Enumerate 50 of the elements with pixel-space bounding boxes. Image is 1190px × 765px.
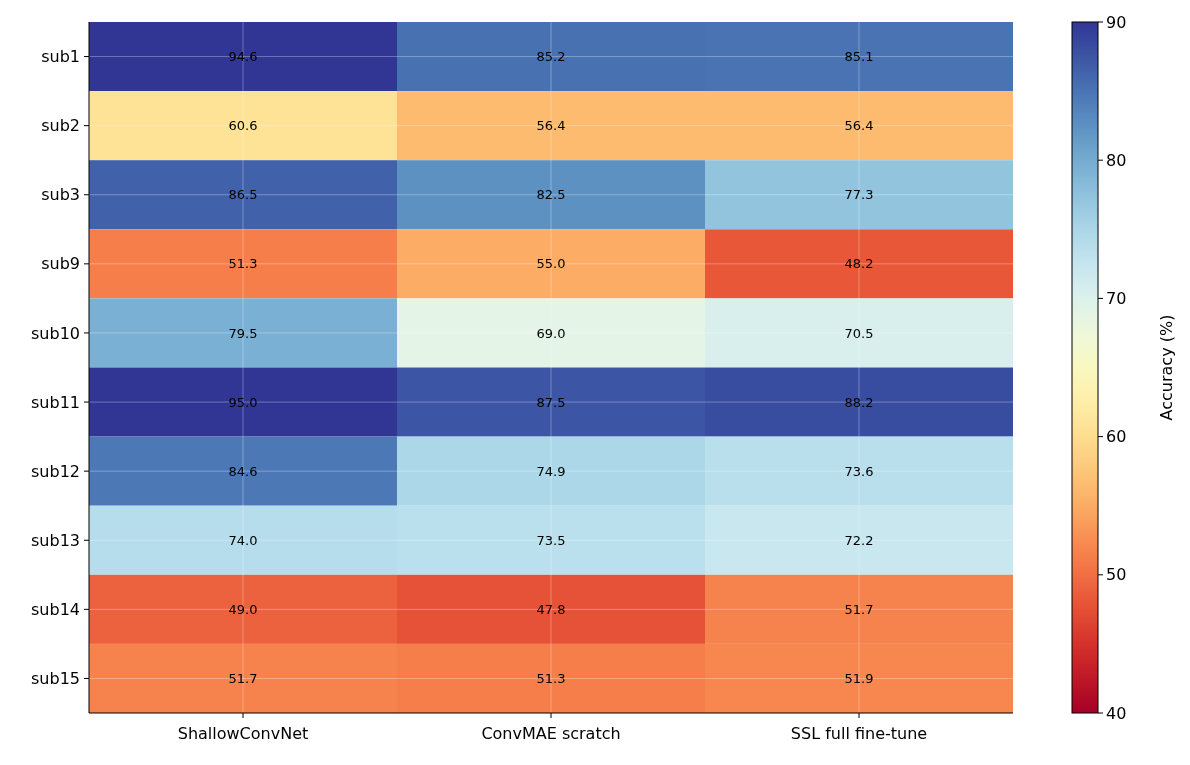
x-tick-label: SSL full fine-tune xyxy=(790,724,928,743)
data-label: 85.1 xyxy=(844,49,874,65)
data-label: 56.4 xyxy=(536,118,566,134)
color-bar-title: Accuracy (%) xyxy=(1157,314,1176,421)
data-label: 72.2 xyxy=(844,532,874,548)
data-label: 51.7 xyxy=(228,671,258,686)
data-label: 70.5 xyxy=(844,325,874,341)
y-tick-label: sub13 xyxy=(31,530,80,550)
y-tick-label: sub2 xyxy=(41,116,80,136)
data-label: 60.6 xyxy=(228,118,258,134)
color-bar-label: 60 xyxy=(1106,427,1127,447)
data-label: 51.3 xyxy=(228,256,258,272)
data-label: 48.2 xyxy=(844,256,874,272)
data-label: 51.9 xyxy=(844,671,874,686)
y-tick-label: sub10 xyxy=(31,323,80,343)
data-label: 88.2 xyxy=(844,394,874,410)
data-label: 87.5 xyxy=(536,394,566,410)
y-tick-label: sub14 xyxy=(31,599,80,619)
y-tick-label: sub11 xyxy=(31,392,80,412)
color-bar-label: 70 xyxy=(1106,289,1127,308)
data-label: 49.0 xyxy=(228,601,258,617)
data-label: 51.7 xyxy=(844,601,874,617)
data-label: 95.0 xyxy=(228,394,258,410)
data-label: 74.0 xyxy=(228,532,258,548)
data-label: 74.9 xyxy=(536,463,566,479)
color-bar-label: 40 xyxy=(1106,703,1127,723)
data-label: 73.6 xyxy=(844,463,874,479)
color-bar-label: 80 xyxy=(1106,150,1127,170)
data-label: 73.5 xyxy=(536,532,566,548)
data-label: 47.8 xyxy=(536,601,566,617)
data-label: 85.2 xyxy=(536,49,566,65)
y-tick-label: sub15 xyxy=(31,669,80,689)
data-label: 79.5 xyxy=(228,325,258,341)
x-tick-label: ConvMAE scratch xyxy=(481,724,621,743)
data-label: 51.3 xyxy=(536,671,566,686)
y-tick-label: sub3 xyxy=(41,185,80,205)
data-label: 86.5 xyxy=(228,187,258,203)
y-tick-label: sub1 xyxy=(41,47,80,67)
data-label: 55.0 xyxy=(536,256,566,272)
data-label: 77.3 xyxy=(844,187,874,203)
data-label: 84.6 xyxy=(228,463,258,479)
y-tick-label: sub9 xyxy=(41,254,80,274)
color-bar-label: 50 xyxy=(1106,565,1127,585)
data-label: 56.4 xyxy=(844,118,874,134)
x-tick-label: ShallowConvNet xyxy=(177,724,309,743)
y-tick-label: sub12 xyxy=(31,461,80,481)
data-label: 94.6 xyxy=(228,49,258,65)
data-label: 69.0 xyxy=(536,325,566,341)
data-label: 82.5 xyxy=(536,187,566,203)
color-bar-label: 90 xyxy=(1106,12,1127,32)
